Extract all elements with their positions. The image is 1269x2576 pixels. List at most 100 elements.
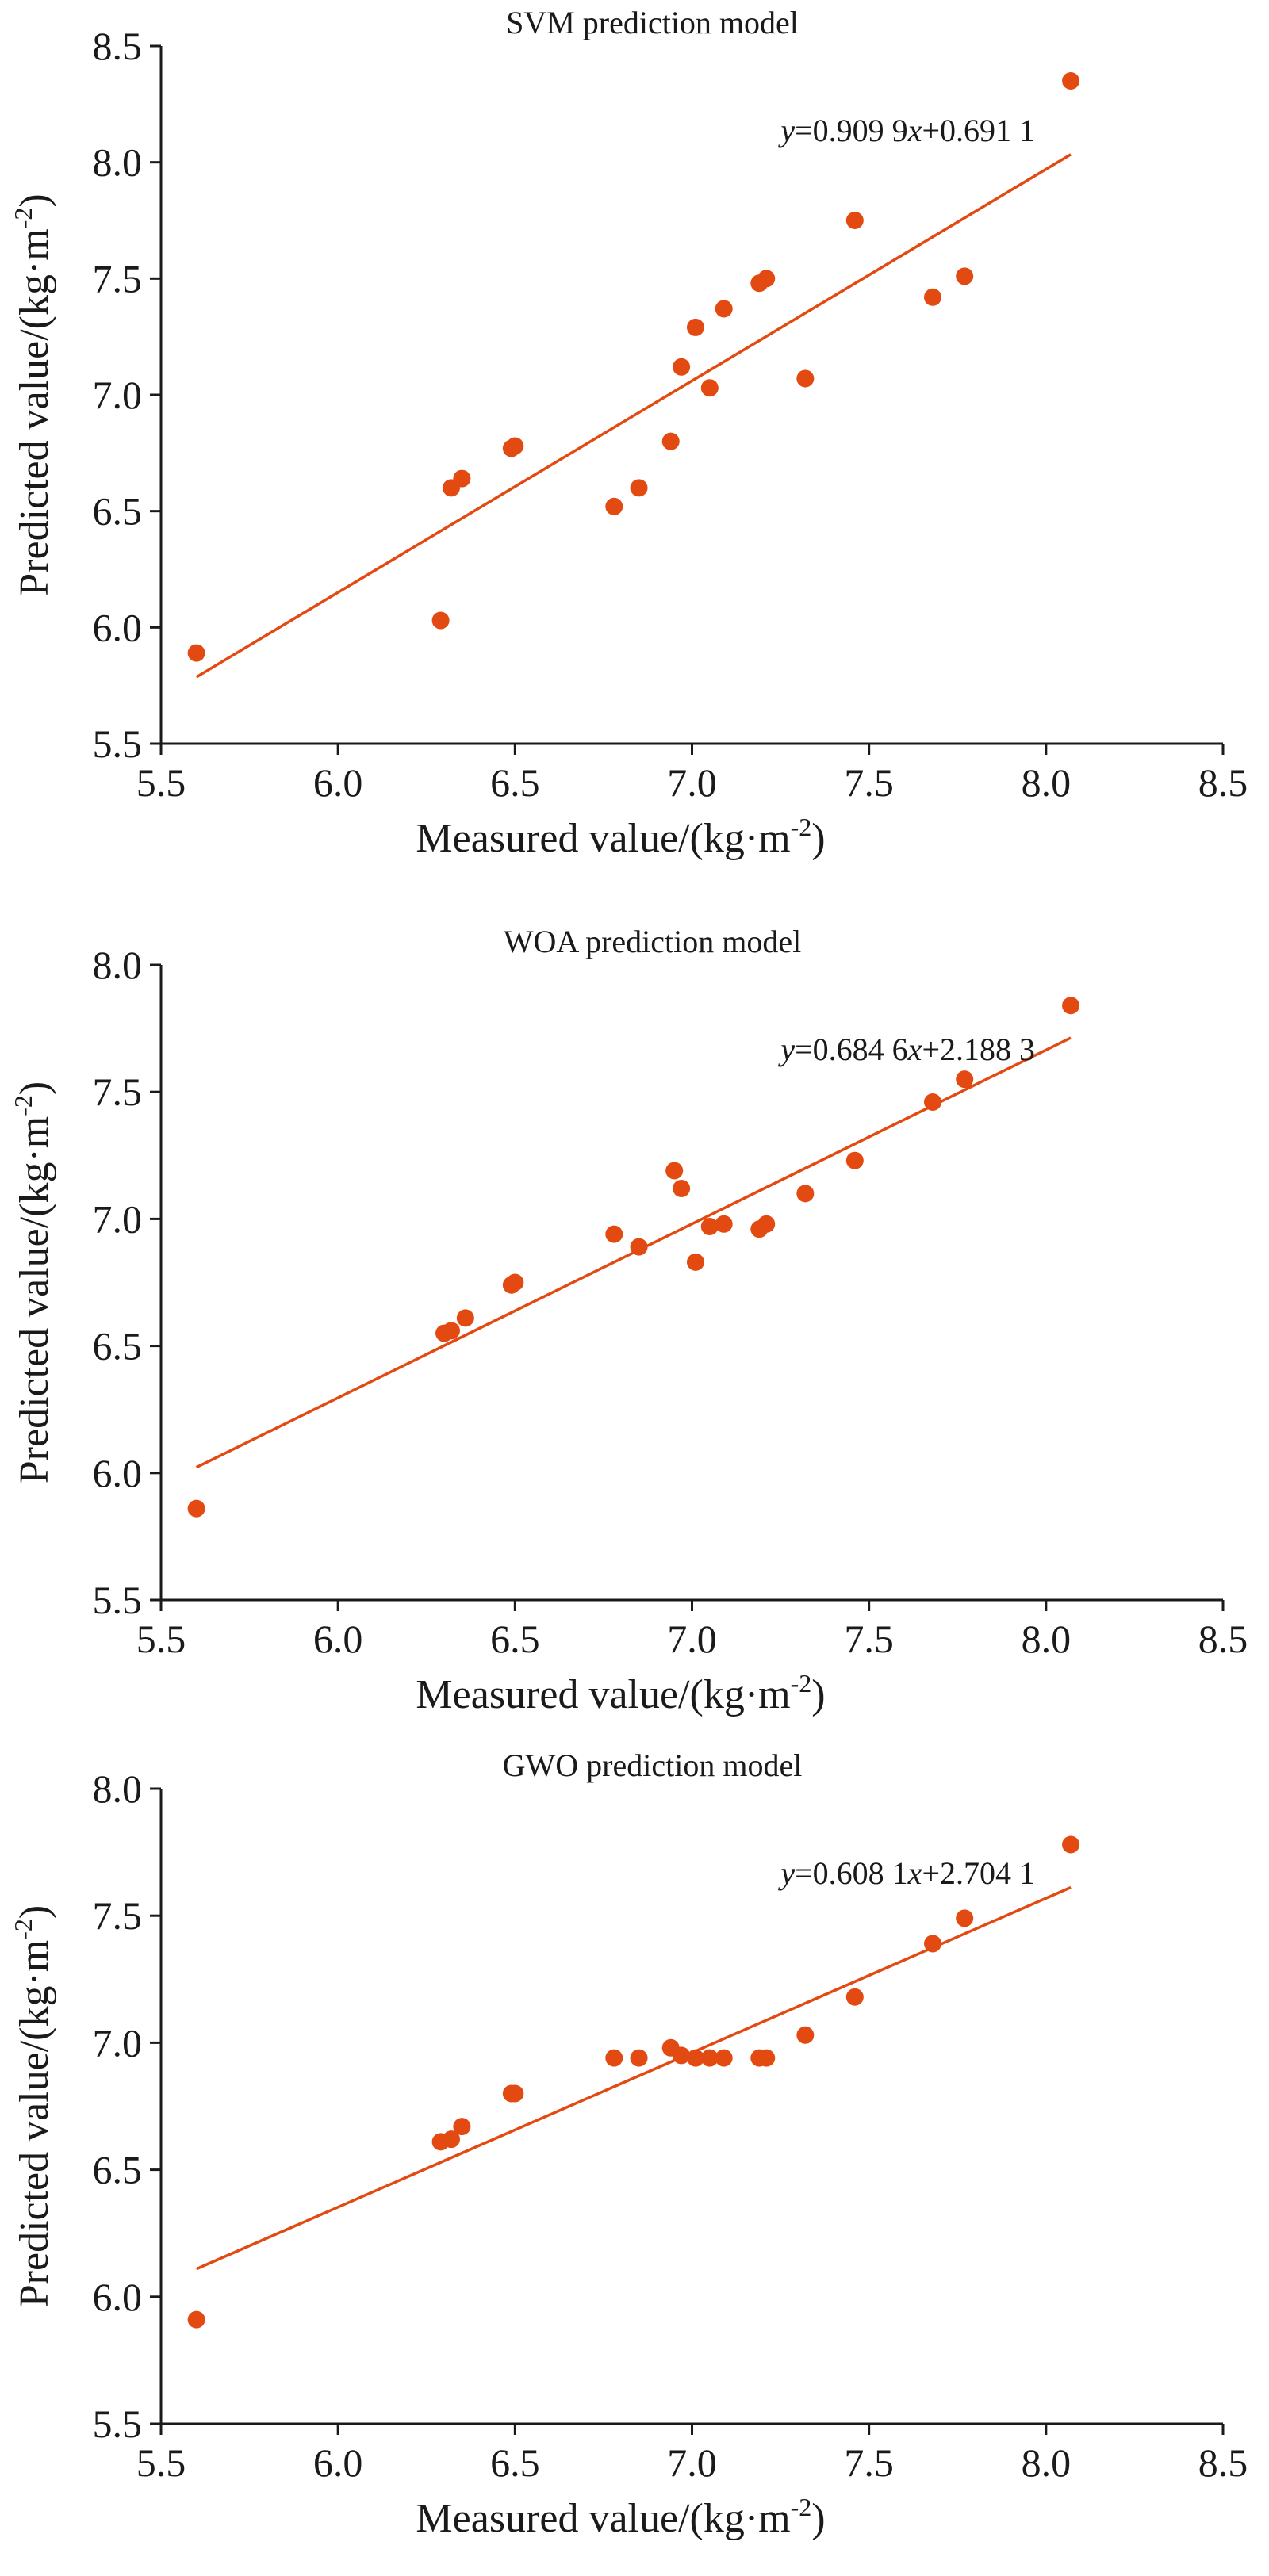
x-axis-label-tail: ) — [811, 1672, 825, 1717]
x-tick-label: 7.5 — [844, 1617, 894, 1661]
y-tick-label: 7.5 — [93, 1893, 143, 1938]
equation-y: y — [777, 113, 795, 148]
data-point — [924, 1935, 942, 1953]
x-axis-label-main: Measured value/(kg·m — [416, 2496, 790, 2541]
equation-y: y — [777, 1855, 795, 1891]
data-point — [442, 1322, 460, 1340]
data-point — [673, 1179, 691, 1197]
data-point — [796, 369, 815, 388]
x-tick-label: 7.5 — [844, 760, 894, 805]
equation-slope: =0.608 1 — [795, 1855, 908, 1891]
x-tick-label: 8.5 — [1198, 1617, 1248, 1661]
x-tick-label: 6.0 — [313, 760, 363, 805]
data-point — [700, 2049, 719, 2067]
y-tick-label: 7.5 — [93, 1070, 143, 1114]
x-tick-label: 5.5 — [136, 2440, 186, 2485]
x-tick-label: 7.0 — [667, 760, 717, 805]
x-axis-label: Measured value/(kg·m-2) — [416, 2493, 825, 2541]
x-tick-label: 8.5 — [1198, 2440, 1248, 2485]
x-axis-label: Measured value/(kg·m-2) — [416, 813, 825, 861]
data-point — [673, 2046, 691, 2065]
y-tick-label: 6.0 — [93, 605, 143, 649]
data-point — [845, 1151, 864, 1169]
data-point — [956, 1909, 974, 1927]
regression-equation: y=0.608 1x+2.704 1 — [777, 1855, 1035, 1891]
x-tick-label: 7.0 — [667, 2440, 717, 2485]
chart-title: SVM prediction model — [506, 5, 799, 40]
x-tick-label: 5.5 — [136, 760, 186, 805]
x-tick-label: 6.0 — [313, 1617, 363, 1661]
y-axis-label-sup: -2 — [9, 208, 37, 229]
data-point — [605, 1225, 623, 1243]
data-point — [845, 212, 864, 229]
data-point — [1062, 1835, 1080, 1854]
data-point — [456, 1309, 474, 1327]
y-axis-label-main: Predicted value/(kg·m — [12, 1116, 57, 1484]
y-tick-label: 7.0 — [93, 1196, 143, 1241]
y-tick-label: 8.5 — [93, 24, 143, 68]
data-point — [630, 1238, 648, 1256]
chart-panel-2: WOA prediction model 5.5 6.0 6.5 7.0 7.5 8.0 8.… — [9, 924, 1248, 1717]
data-point — [757, 270, 776, 288]
y-axis-label-main: Predicted value/(kg·m — [12, 1940, 57, 2308]
y-axis-label-tail: ) — [12, 1905, 57, 1919]
data-point — [506, 2084, 524, 2103]
x-tick-label: 6.5 — [490, 2440, 540, 2485]
y-axis-label-sup: -2 — [9, 1919, 37, 1940]
x-tick-label: 6.0 — [313, 2440, 363, 2485]
data-point — [924, 288, 942, 306]
data-point — [453, 469, 471, 488]
y-tick-label: 7.0 — [93, 2020, 143, 2065]
data-point — [1062, 997, 1080, 1015]
data-point — [665, 1162, 684, 1180]
equation-y: y — [777, 1032, 795, 1067]
data-point — [715, 300, 733, 318]
x-axis-label-main: Measured value/(kg·m — [416, 816, 790, 861]
data-point — [956, 267, 974, 285]
data-point — [187, 644, 205, 662]
regression-line — [195, 1885, 1072, 2271]
y-tick-label: 7.0 — [93, 373, 143, 417]
y-tick-label: 5.5 — [93, 722, 143, 766]
data-point — [686, 1253, 704, 1271]
y-tick-label: 6.0 — [93, 1451, 143, 1495]
y-axis-label-main: Predicted value/(kg·m — [12, 228, 57, 596]
data-point — [630, 479, 648, 497]
x-tick-label: 8.0 — [1022, 2440, 1072, 2485]
data-point — [1062, 72, 1080, 90]
data-point — [431, 611, 450, 630]
y-tick-label: 8.0 — [93, 943, 143, 987]
x-tick-label: 5.5 — [136, 1617, 186, 1661]
y-axis-label: Predicted value/(kg·m-2) — [9, 193, 57, 596]
chart-title: GWO prediction model — [503, 1747, 803, 1783]
y-axis-label-tail: ) — [12, 193, 57, 207]
regression-equation: y=0.684 6x+2.188 3 — [777, 1032, 1035, 1067]
y-tick-label: 6.0 — [93, 2275, 143, 2319]
equation-x: x — [907, 1032, 922, 1067]
x-axis-label-sup: -2 — [791, 2493, 812, 2521]
x-axis-label-tail: ) — [811, 2496, 825, 2541]
data-point — [924, 1093, 942, 1112]
data-point — [796, 2026, 815, 2044]
y-axis-label-tail: ) — [12, 1081, 57, 1095]
data-point — [506, 437, 524, 455]
data-point — [187, 1499, 205, 1518]
equation-intercept: +2.188 3 — [922, 1032, 1035, 1067]
data-point — [700, 1218, 719, 1236]
x-tick-label: 7.5 — [844, 2440, 894, 2485]
y-tick-label: 8.0 — [93, 1766, 143, 1811]
chart-title: WOA prediction model — [504, 924, 801, 959]
data-point — [661, 432, 680, 450]
data-point — [630, 2049, 648, 2067]
data-point — [757, 2049, 776, 2067]
x-axis-label-main: Measured value/(kg·m — [416, 1672, 790, 1717]
chart-panel-3: GWO prediction model 5.5 6.0 6.5 7.0 7.5 8.0 8.… — [9, 1747, 1248, 2541]
x-tick-label: 8.0 — [1022, 760, 1072, 805]
x-tick-label: 6.5 — [490, 760, 540, 805]
y-axis-label: Predicted value/(kg·m-2) — [9, 1905, 57, 2308]
chart-panel-1: SVM prediction model 5.5 6.0 6.5 7.0 7.5 8.0 8.… — [9, 5, 1248, 861]
data-point — [442, 2130, 460, 2149]
x-tick-label: 8.5 — [1198, 760, 1248, 805]
